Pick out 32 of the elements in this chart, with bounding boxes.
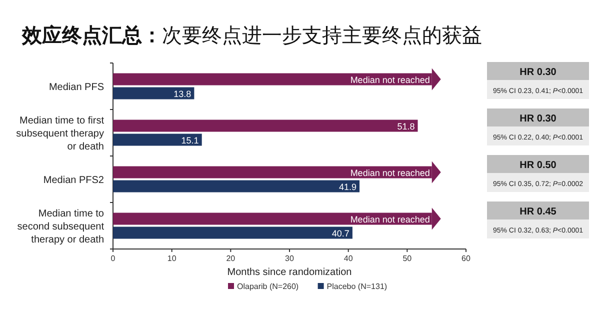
chart-title: 效应终点汇总：次要终点进一步支持主要终点的获益 [21, 24, 482, 47]
text: HR 0.50 [520, 160, 557, 171]
bar [113, 87, 194, 100]
text: HR 0.30 [520, 67, 557, 78]
bar [113, 134, 202, 146]
x-tick-label: 40 [344, 254, 354, 263]
x-tick-label: 30 [285, 254, 294, 263]
x-axis-title: Months since randomization [227, 267, 352, 278]
data-label: 41.9 [338, 182, 357, 192]
text: HR 0.30 [520, 114, 557, 124]
bar [113, 120, 418, 132]
bar [113, 226, 352, 239]
data-label: 15.1 [181, 135, 199, 146]
y-tick-label: Median PFS [48, 82, 104, 93]
legend-label: Olaparib (N=260) [237, 282, 299, 291]
data-label: 51.8 [397, 121, 415, 132]
y-tick-label: Median PFS2 [43, 174, 104, 186]
x-tick-label: 0 [110, 254, 116, 263]
data-label: 40.7 [332, 228, 350, 238]
bar [113, 180, 360, 192]
x-tick-label: 50 [402, 254, 412, 263]
data-label: Median not reached [350, 214, 430, 224]
y-tick-label: Median time to first subsequent therapy or death [16, 115, 104, 152]
text: HR 0.45 [520, 206, 557, 218]
x-tick-label: 10 [167, 254, 177, 263]
data-label: 13.8 [174, 88, 192, 99]
legend-label: Placebo (N=131) [326, 282, 388, 291]
data-label: Median not reached [350, 74, 430, 85]
x-tick-label: 60 [462, 254, 471, 263]
data-label: Median not reached [350, 168, 430, 178]
y-tick-label: Median time to second subsequent therapy or death [17, 208, 104, 246]
x-tick-label: 20 [226, 254, 236, 263]
